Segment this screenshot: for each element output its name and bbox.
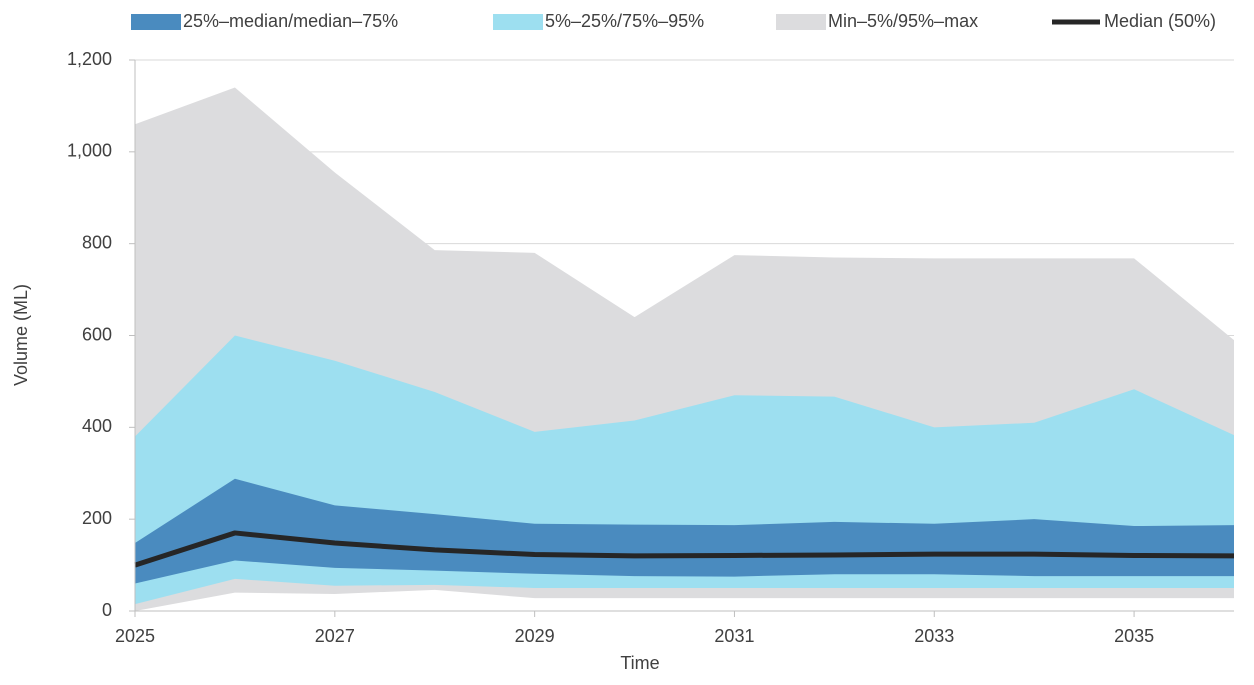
x-tick-label: 2035 (1114, 626, 1154, 646)
legend-label: Median (50%) (1104, 11, 1216, 31)
legend-swatch (776, 14, 826, 30)
y-tick-label: 1,200 (67, 49, 112, 69)
y-axis-title: Volume (ML) (11, 284, 31, 386)
y-tick-label: 1,000 (67, 141, 112, 161)
x-axis-title: Time (620, 653, 659, 673)
x-tick-label: 2027 (315, 626, 355, 646)
y-tick-label: 0 (102, 600, 112, 620)
x-tick-label: 2033 (914, 626, 954, 646)
x-tick-label: 2029 (515, 626, 555, 646)
legend-label: 5%–25%/75%–95% (545, 11, 704, 31)
median-line (134, 530, 1235, 568)
y-tick-label: 200 (82, 508, 112, 528)
band-area (135, 478, 1234, 584)
legend-swatch (131, 14, 181, 30)
x-tick-label: 2031 (714, 626, 754, 646)
legend-label: 25%–median/median–75% (183, 11, 398, 31)
legend-swatch (493, 14, 543, 30)
y-tick-label: 800 (82, 232, 112, 252)
y-tick-label: 400 (82, 416, 112, 436)
x-tick-label: 2025 (115, 626, 155, 646)
y-tick-label: 600 (82, 324, 112, 344)
legend-label: Min–5%/95%–max (828, 11, 978, 31)
